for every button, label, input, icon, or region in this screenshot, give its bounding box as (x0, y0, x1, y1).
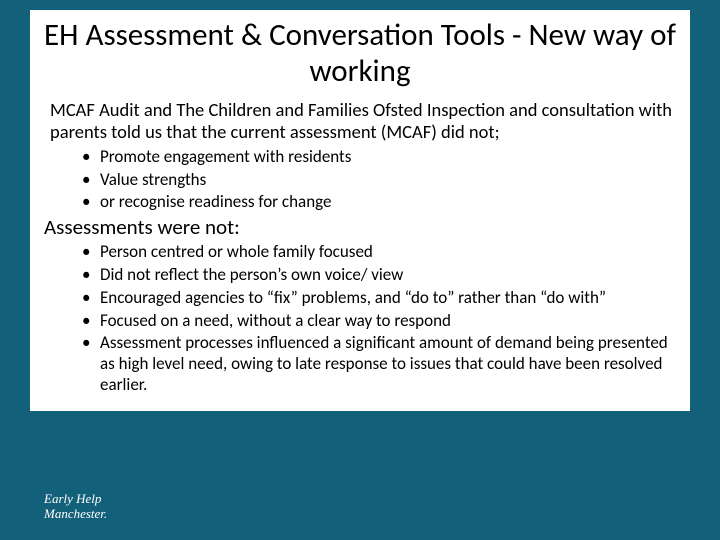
logo-line-1: Early Help (44, 492, 107, 507)
bullet-list-1: Promote engagement with residents Value … (82, 147, 676, 213)
list-item: Person centred or whole family focused (82, 242, 676, 263)
intro-paragraph: MCAF Audit and The Children and Families… (50, 99, 676, 143)
list-item: Did not reflect the person’s own voice/ … (82, 265, 676, 286)
list-item: Assessment processes influenced a signif… (82, 333, 676, 395)
list-item: or recognise readiness for change (82, 192, 676, 213)
logo-line-2: Manchester. (44, 507, 107, 522)
content-box: EH Assessment & Conversation Tools - New… (30, 10, 690, 411)
bullet-list-2: Person centred or whole family focused D… (82, 242, 676, 395)
list-item: Focused on a need, without a clear way t… (82, 311, 676, 332)
list-item: Value strengths (82, 170, 676, 191)
slide: EH Assessment & Conversation Tools - New… (0, 0, 720, 540)
slide-title: EH Assessment & Conversation Tools - New… (44, 18, 676, 89)
list-item: Encouraged agencies to “fix” problems, a… (82, 288, 676, 309)
logo: Early Help Manchester. (44, 492, 107, 522)
list-item: Promote engagement with residents (82, 147, 676, 168)
subheading: Assessments were not: (44, 215, 676, 240)
